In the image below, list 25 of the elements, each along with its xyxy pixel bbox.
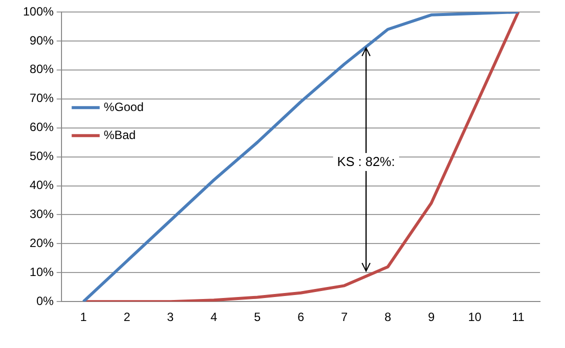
x-tick-label: 9	[428, 310, 435, 324]
y-tick-label: 0%	[36, 294, 54, 308]
y-tick-label: 90%	[30, 33, 54, 48]
x-tick-label: 5	[254, 310, 262, 324]
y-tick-label: 40%	[30, 178, 54, 192]
x-tick-label: 1	[80, 310, 88, 324]
x-tick-label: 8	[384, 310, 392, 324]
x-tick-label: 7	[340, 310, 348, 324]
x-tick-label: 4	[210, 310, 218, 324]
x-tick-label: 6	[298, 310, 304, 324]
legend-label: %Good	[104, 100, 144, 114]
legend-label: %Bad	[104, 128, 136, 142]
y-tick-label: 50%	[30, 149, 54, 164]
y-tick-label: 30%	[30, 207, 54, 222]
x-tick-label: 11	[512, 310, 525, 324]
x-tick-label: 3	[167, 310, 174, 324]
x-tick-label: 10	[468, 310, 482, 324]
y-tick-label: 70%	[30, 91, 54, 106]
y-tick-label: 80%	[30, 62, 54, 76]
y-tick-label: 10%	[30, 264, 54, 279]
y-tick-label: 100%	[22, 4, 54, 18]
annotation: KS : 82%:	[333, 152, 399, 170]
x-tick-label: 2	[124, 310, 131, 324]
y-tick-label: 60%	[30, 120, 54, 134]
y-tick-label: 20%	[30, 236, 54, 250]
